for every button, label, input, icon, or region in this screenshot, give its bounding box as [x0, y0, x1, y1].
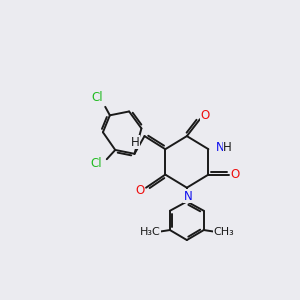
Text: O: O: [135, 184, 145, 196]
Text: H: H: [223, 141, 232, 154]
Text: O: O: [201, 109, 210, 122]
Text: CH₃: CH₃: [213, 227, 234, 237]
Text: Cl: Cl: [92, 91, 103, 104]
Text: N: N: [216, 141, 225, 154]
Text: Cl: Cl: [90, 157, 102, 169]
Text: H₃C: H₃C: [140, 227, 160, 237]
Text: H: H: [131, 136, 140, 149]
Text: O: O: [231, 168, 240, 181]
Text: N: N: [184, 190, 193, 203]
